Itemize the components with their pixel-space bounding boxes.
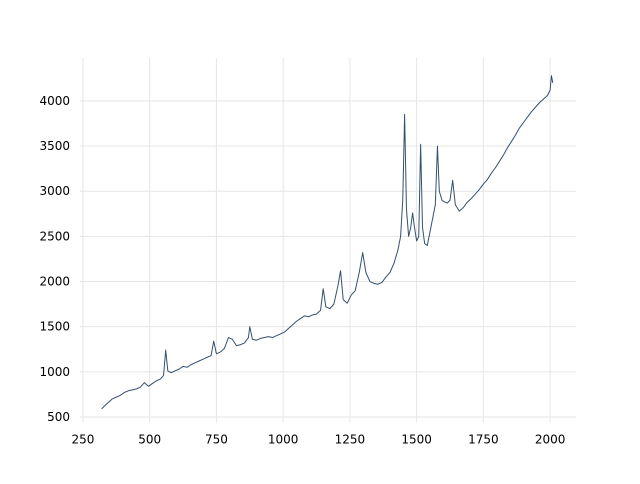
y-tick-label: 1500 xyxy=(39,320,70,334)
x-tick-label: 250 xyxy=(71,432,94,446)
x-tick-label: 1250 xyxy=(335,432,366,446)
y-tick-label: 4000 xyxy=(39,94,70,108)
y-tick-label: 3000 xyxy=(39,184,70,198)
x-tick-label: 500 xyxy=(138,432,161,446)
x-tick-label: 1000 xyxy=(268,432,299,446)
y-tick-label: 3500 xyxy=(39,139,70,153)
x-tick-label: 750 xyxy=(205,432,228,446)
x-tick-label: 1750 xyxy=(468,432,499,446)
x-tick-label: 1500 xyxy=(401,432,432,446)
y-tick-label: 2500 xyxy=(39,229,70,243)
data-line xyxy=(101,75,554,410)
y-tick-label: 1000 xyxy=(39,365,70,379)
y-tick-label: 2000 xyxy=(39,275,70,289)
y-tick-label: 500 xyxy=(47,410,70,424)
x-tick-label: 2000 xyxy=(535,432,566,446)
